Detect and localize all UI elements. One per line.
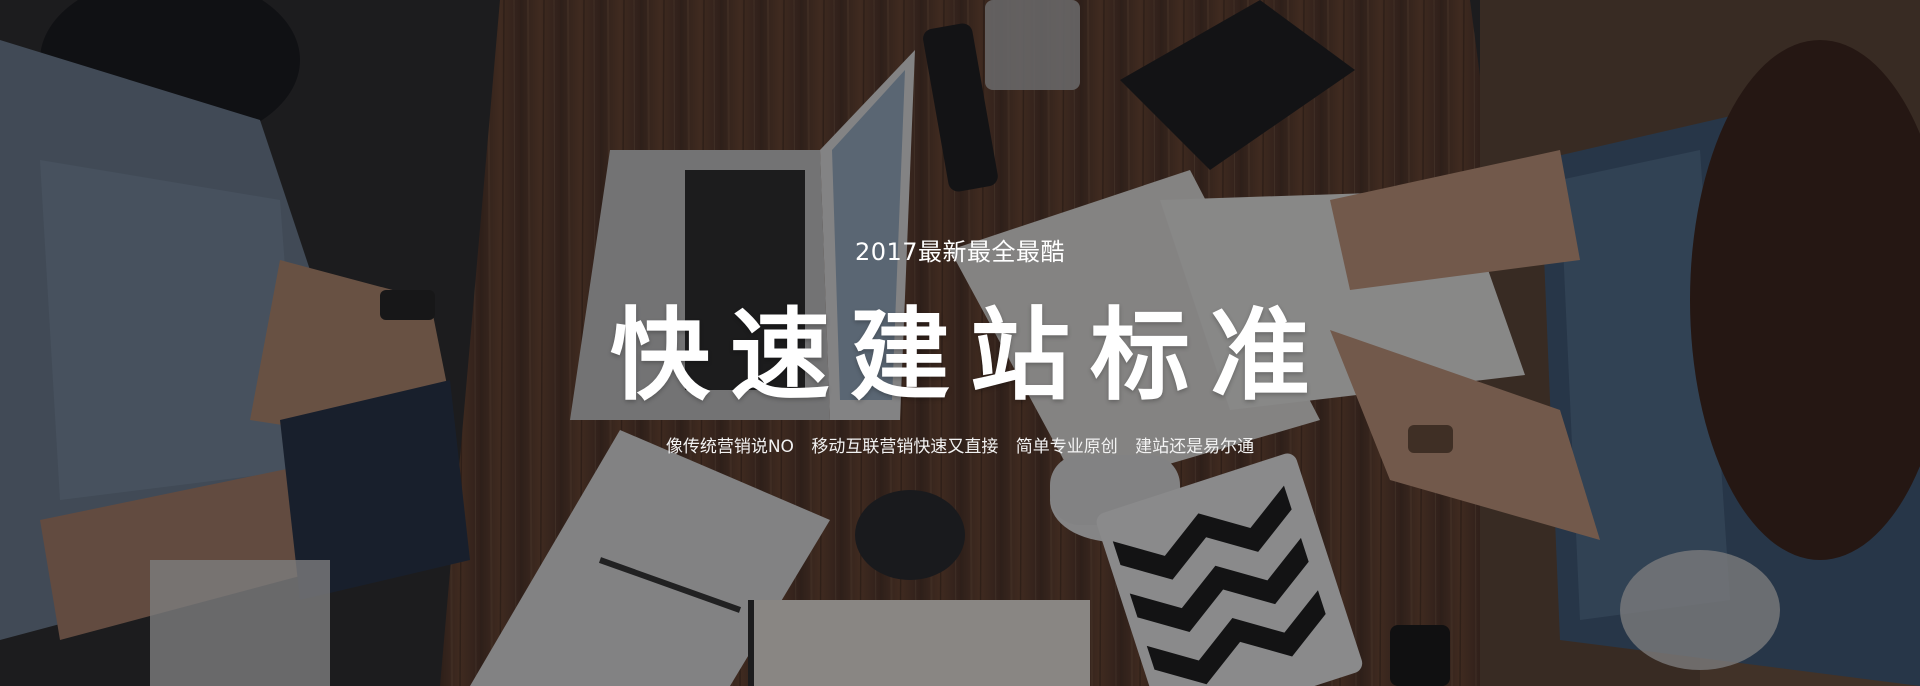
- hero-title: 快速建站标准: [610, 297, 1330, 414]
- tagline-part-4: 建站还是易尔通: [1135, 437, 1255, 457]
- hero-subtitle: 2017最新最全最酷: [854, 238, 1066, 266]
- hero-tagline: 像传统营销说NO 移动互联营销快速又直接 简单专业原创 建站还是易尔通: [0, 434, 1920, 460]
- tagline-part-3: 简单专业原创: [1015, 437, 1118, 457]
- tagline-part-2: 移动互联营销快速又直接: [811, 437, 999, 457]
- tagline-part-1: 像传统营销说NO: [665, 437, 794, 457]
